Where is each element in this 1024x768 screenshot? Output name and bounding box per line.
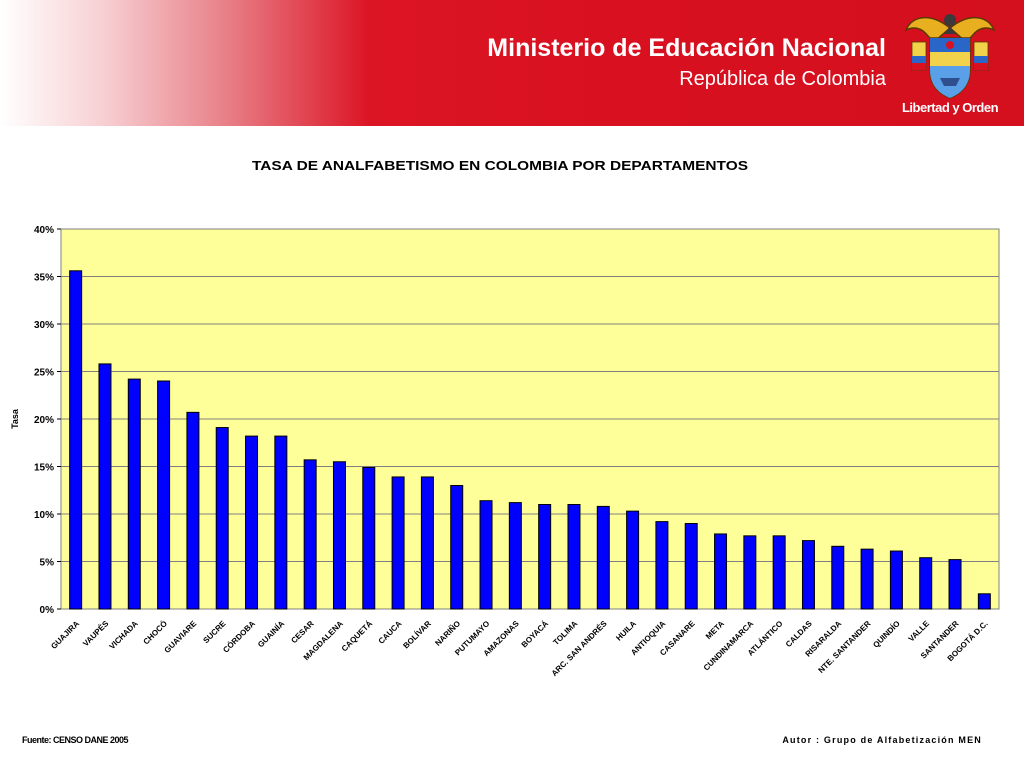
bar <box>772 535 786 610</box>
bar <box>186 411 200 610</box>
bar <box>98 363 112 610</box>
x-tick-label: BOLÍVAR <box>401 619 433 651</box>
bar <box>391 476 405 610</box>
header-banner: Ministerio de Educación Nacional Repúbli… <box>0 0 1024 126</box>
bar <box>127 378 141 610</box>
chart-title: TASA DE ANALFABETISMO EN COLOMBIA POR DE… <box>252 158 748 173</box>
x-tick-label: CHOCÓ <box>142 619 169 646</box>
bar <box>889 550 903 610</box>
bar <box>948 559 962 610</box>
bar <box>479 500 493 610</box>
x-tick-label: VAUPÉS <box>81 619 111 649</box>
y-axis: 0% 5% 10% 15% 20% 25% 30% 35% 40% <box>34 225 61 616</box>
illiteracy-bar-chart: TASA DE ANALFABETISMO EN COLOMBIA POR DE… <box>10 158 1000 678</box>
bar <box>655 521 669 610</box>
x-tick-label: CESAR <box>289 619 315 645</box>
x-tick-label: ARC. SAN ANDRÉS <box>550 619 609 678</box>
x-tick-label: VICHADA <box>108 619 140 651</box>
x-tick-label: VALLE <box>907 619 932 644</box>
x-tick-label: GUAVIARE <box>163 619 199 655</box>
y-axis-label: Tasa <box>10 408 20 429</box>
x-tick-label: META <box>704 619 726 641</box>
motto: Libertad y Orden <box>901 100 999 115</box>
x-tick-label: BOYACÁ <box>520 619 551 650</box>
y-tick-label: 35% <box>34 273 54 284</box>
bar <box>157 380 171 610</box>
bar <box>567 504 581 610</box>
source-note: Fuente: CENSO DANE 2005 <box>22 735 129 745</box>
y-tick-label: 5% <box>40 558 55 569</box>
x-tick-label: CAQUETÁ <box>340 619 374 653</box>
x-tick-label: GUAJIRA <box>49 619 81 651</box>
x-tick-label: NTE. SANTANDER <box>817 619 873 675</box>
y-tick-label: 20% <box>34 415 54 426</box>
bar <box>743 535 757 610</box>
bar <box>977 593 991 610</box>
bar <box>420 476 434 610</box>
bar <box>69 270 83 610</box>
y-tick-label: 30% <box>34 320 54 331</box>
author-note: Autor : Grupo de Alfabetización MEN <box>782 735 982 745</box>
y-tick-label: 40% <box>34 225 54 236</box>
bar <box>332 461 346 610</box>
x-tick-label: CALDAS <box>784 619 814 649</box>
x-tick-label: SUCRE <box>201 619 228 646</box>
bar <box>626 510 640 610</box>
bar <box>860 548 874 610</box>
y-tick-label: 10% <box>34 510 54 521</box>
x-tick-label: CUNDINAMARCA <box>702 619 756 673</box>
bar <box>508 502 522 610</box>
bar <box>274 435 288 610</box>
bar <box>245 435 259 610</box>
x-tick-label: CAUCA <box>377 619 404 646</box>
bar <box>596 505 610 610</box>
bar <box>801 540 815 610</box>
ministry-subtitle: República de Colombia <box>679 68 886 90</box>
bar <box>450 485 464 610</box>
x-tick-label: QUINDÍO <box>871 619 902 650</box>
bar <box>303 459 317 610</box>
bar <box>714 533 728 610</box>
bar <box>831 545 845 610</box>
colombia-coat-of-arms-icon <box>904 14 996 99</box>
x-tick-label: HUILA <box>614 619 638 643</box>
bar <box>362 466 376 610</box>
bar <box>684 523 698 610</box>
x-tick-label: GUAINÍA <box>256 619 286 649</box>
y-tick-label: 25% <box>34 368 54 379</box>
y-tick-label: 15% <box>34 463 54 474</box>
bars <box>69 270 991 610</box>
x-tick-label: TOLIMA <box>551 619 579 647</box>
x-tick-label: CÓRDOBA <box>221 619 257 655</box>
ministry-title: Ministerio de Educación Nacional <box>487 34 886 62</box>
bar <box>919 557 933 610</box>
bar <box>538 504 552 610</box>
y-tick-label: 0% <box>40 605 55 616</box>
x-tick-label: NARIÑO <box>433 619 462 648</box>
bar <box>215 427 229 610</box>
